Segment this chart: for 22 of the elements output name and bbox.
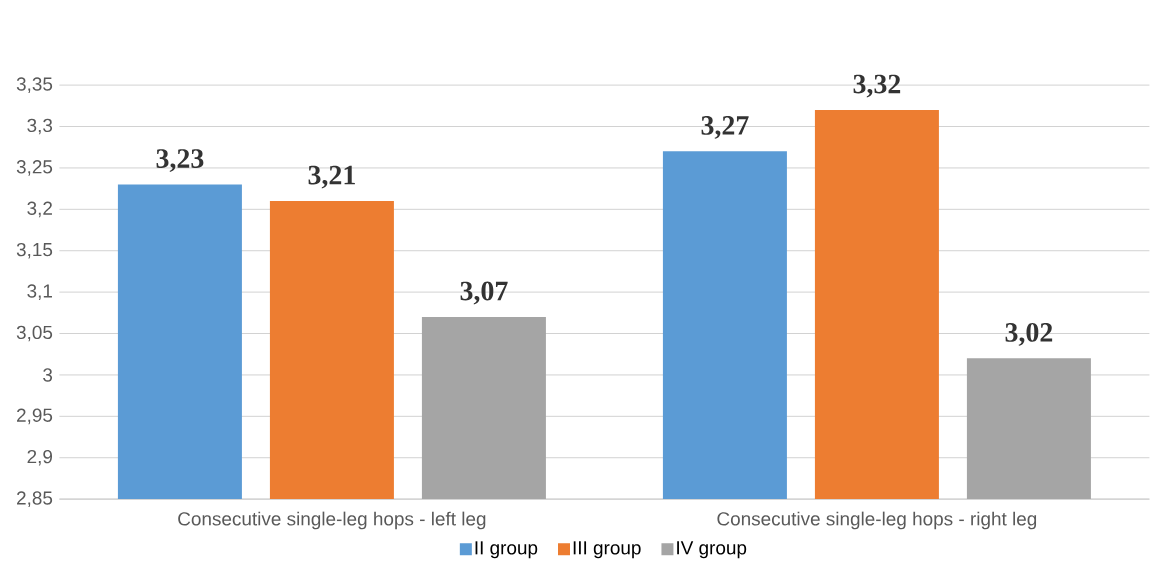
x-tick-label: Consecutive single-leg hops - left leg bbox=[178, 511, 486, 530]
y-tick-label: 2,9 bbox=[27, 449, 52, 466]
legend-label: IV group bbox=[677, 541, 747, 559]
y-tick-label: 3,35 bbox=[16, 77, 53, 93]
x-tick-label: Consecutive single-leg hops - right leg bbox=[717, 511, 1037, 530]
y-tick-label: 3,25 bbox=[16, 160, 53, 176]
y-tick-label: 3,1 bbox=[27, 284, 52, 300]
y-tick-label: 3 bbox=[43, 368, 53, 382]
y-tick-label: 2,85 bbox=[17, 491, 53, 507]
data-label: 3,32 bbox=[853, 74, 901, 98]
y-tick-label: 3,05 bbox=[16, 325, 53, 342]
y-tick-label: 3,15 bbox=[16, 242, 53, 259]
legend-label: II group bbox=[475, 541, 538, 559]
legend-label: III group bbox=[573, 541, 641, 559]
data-label: 3,02 bbox=[1005, 322, 1053, 346]
data-label: 3,07 bbox=[460, 281, 508, 305]
y-tick-label: 2,95 bbox=[17, 408, 53, 425]
data-label: 3,23 bbox=[156, 149, 204, 172]
y-tick-label: 3,2 bbox=[27, 201, 52, 218]
y-tick-label: 3,3 bbox=[27, 118, 53, 135]
data-label: 3,21 bbox=[308, 165, 355, 189]
data-label: 3,27 bbox=[701, 116, 749, 139]
